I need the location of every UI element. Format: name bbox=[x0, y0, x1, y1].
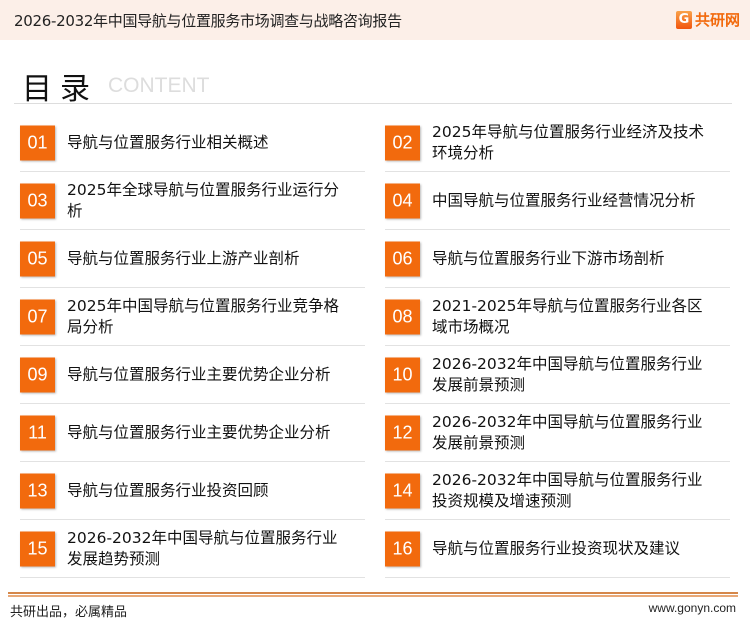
item-number: 10 bbox=[385, 357, 420, 392]
toc-item-05[interactable]: 05 导航与位置服务行业上游产业剖析 bbox=[20, 230, 365, 288]
logo[interactable]: G 共研网 bbox=[675, 9, 740, 30]
toc-item-03[interactable]: 03 2025年全球导航与位置服务行业运行分析 bbox=[20, 172, 365, 230]
toc-item-15[interactable]: 15 2026-2032年中国导航与位置服务行业发展趋势预测 bbox=[20, 520, 365, 578]
item-number: 06 bbox=[385, 241, 420, 276]
item-label: 2025年全球导航与位置服务行业运行分析 bbox=[67, 180, 339, 220]
item-number: 11 bbox=[20, 415, 55, 450]
toc-item-08[interactable]: 08 2021-2025年导航与位置服务行业各区域市场概况 bbox=[385, 288, 730, 346]
footer-url[interactable]: www.gonyn.com bbox=[648, 601, 736, 615]
item-number: 09 bbox=[20, 357, 55, 392]
toc-item-12[interactable]: 12 2026-2032年中国导航与位置服务行业发展前景预测 bbox=[385, 404, 730, 462]
item-number: 03 bbox=[20, 183, 55, 218]
item-label: 2021-2025年导航与位置服务行业各区域市场概况 bbox=[432, 296, 703, 336]
toc-item-09[interactable]: 09 导航与位置服务行业主要优势企业分析 bbox=[20, 346, 365, 404]
item-label: 导航与位置服务行业主要优势企业分析 bbox=[67, 423, 331, 441]
item-label: 导航与位置服务行业主要优势企业分析 bbox=[67, 365, 331, 383]
item-label: 导航与位置服务行业上游产业剖析 bbox=[67, 249, 300, 267]
item-number: 14 bbox=[385, 473, 420, 508]
toc-item-11[interactable]: 11 导航与位置服务行业主要优势企业分析 bbox=[20, 404, 365, 462]
item-number: 15 bbox=[20, 531, 55, 566]
item-number: 08 bbox=[385, 299, 420, 334]
toc-title: 目录 bbox=[22, 72, 98, 107]
item-label: 导航与位置服务行业投资回顾 bbox=[67, 481, 269, 499]
footer-divider bbox=[8, 592, 738, 595]
item-number: 16 bbox=[385, 531, 420, 566]
item-number: 05 bbox=[20, 241, 55, 276]
toc-item-04[interactable]: 04 中国导航与位置服务行业经营情况分析 bbox=[385, 172, 730, 230]
item-label: 2026-2032年中国导航与位置服务行业发展趋势预测 bbox=[67, 528, 338, 568]
item-number: 02 bbox=[385, 125, 420, 160]
toc-item-01[interactable]: 01 导航与位置服务行业相关概述 bbox=[20, 114, 365, 172]
header: 2026-2032年中国导航与位置服务市场调查与战略咨询报告 G 共研网 bbox=[0, 0, 750, 40]
toc-item-13[interactable]: 13 导航与位置服务行业投资回顾 bbox=[20, 462, 365, 520]
logo-g-icon: G bbox=[675, 10, 692, 29]
toc-subtitle: CONTENT bbox=[108, 74, 210, 97]
logo-text: 共研网 bbox=[694, 11, 740, 29]
item-label: 导航与位置服务行业相关概述 bbox=[67, 133, 269, 151]
toc-item-14[interactable]: 14 2026-2032年中国导航与位置服务行业投资规模及增速预测 bbox=[385, 462, 730, 520]
item-number: 07 bbox=[20, 299, 55, 334]
item-label: 2025年中国导航与位置服务行业竞争格局分析 bbox=[67, 296, 339, 336]
item-label: 2026-2032年中国导航与位置服务行业发展前景预测 bbox=[432, 412, 703, 452]
item-label: 中国导航与位置服务行业经营情况分析 bbox=[432, 191, 696, 209]
report-title: 2026-2032年中国导航与位置服务市场调查与战略咨询报告 bbox=[14, 12, 402, 30]
toc-item-06[interactable]: 06 导航与位置服务行业下游市场剖析 bbox=[385, 230, 730, 288]
toc-item-10[interactable]: 10 2026-2032年中国导航与位置服务行业发展前景预测 bbox=[385, 346, 730, 404]
item-number: 04 bbox=[385, 183, 420, 218]
toc-item-07[interactable]: 07 2025年中国导航与位置服务行业竞争格局分析 bbox=[20, 288, 365, 346]
item-number: 12 bbox=[385, 415, 420, 450]
toc-item-02[interactable]: 02 2025年导航与位置服务行业经济及技术环境分析 bbox=[385, 114, 730, 172]
item-label: 导航与位置服务行业下游市场剖析 bbox=[432, 249, 665, 267]
divider bbox=[14, 103, 732, 104]
footer-slogan: 共研出品，必属精品 bbox=[10, 605, 128, 620]
item-label: 2025年导航与位置服务行业经济及技术环境分析 bbox=[432, 122, 704, 162]
item-number: 13 bbox=[20, 473, 55, 508]
item-label: 2026-2032年中国导航与位置服务行业发展前景预测 bbox=[432, 354, 703, 394]
item-label: 导航与位置服务行业投资现状及建议 bbox=[432, 539, 681, 557]
item-number: 01 bbox=[20, 125, 55, 160]
toc-item-16[interactable]: 16 导航与位置服务行业投资现状及建议 bbox=[385, 520, 730, 578]
item-label: 2026-2032年中国导航与位置服务行业投资规模及增速预测 bbox=[432, 470, 703, 510]
